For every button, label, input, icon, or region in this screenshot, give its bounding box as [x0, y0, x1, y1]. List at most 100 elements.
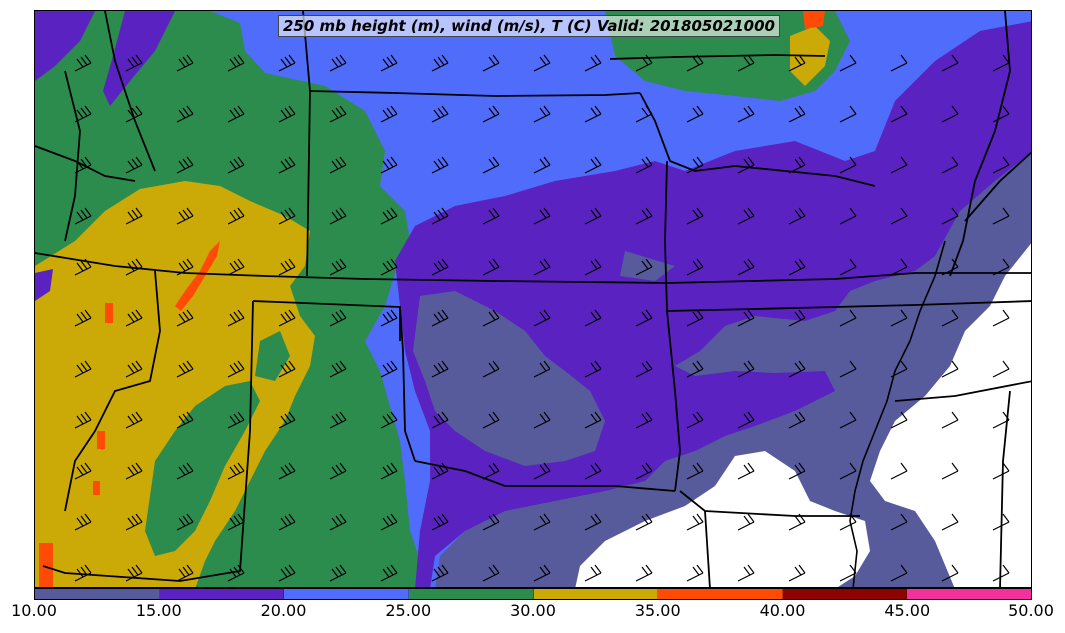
- wind-barb: [992, 54, 1010, 72]
- wind-barb: [788, 156, 806, 174]
- speed-band-below-10-southeast: [870, 243, 1031, 587]
- wind-barb: [788, 309, 806, 327]
- wind-barb: [125, 513, 143, 531]
- wind-barb: [227, 105, 245, 123]
- colorbar-tick-label: 25.00: [385, 601, 432, 620]
- wind-barb: [329, 564, 347, 582]
- wind-barb: [941, 564, 959, 582]
- wind-barb: [176, 360, 194, 378]
- wind-barb: [74, 54, 92, 72]
- wind-barb: [992, 513, 1010, 531]
- wind-barb: [584, 564, 602, 582]
- wind-barb: [635, 564, 653, 582]
- wind-barb: [839, 156, 857, 174]
- wind-barb: [125, 54, 143, 72]
- wind-barb: [788, 54, 806, 72]
- wind-barb: [890, 564, 908, 582]
- wind-barb: [176, 513, 194, 531]
- wind-barb: [992, 207, 1010, 225]
- wind-barb: [686, 411, 704, 429]
- wind-barb: [890, 513, 908, 531]
- wind-barb: [737, 309, 755, 327]
- wind-barb: [176, 105, 194, 123]
- wind-barb: [533, 411, 551, 429]
- wind-barb: [635, 462, 653, 480]
- wind-barb: [584, 411, 602, 429]
- wind-barb: [74, 564, 92, 582]
- wind-barb: [125, 462, 143, 480]
- wind-barb: [533, 258, 551, 276]
- wind-barb: [380, 156, 398, 174]
- wind-barb: [737, 411, 755, 429]
- wind-barb: [176, 564, 194, 582]
- wind-barb: [737, 54, 755, 72]
- wind-barb: [176, 258, 194, 276]
- wind-barb: [380, 462, 398, 480]
- speed-band-35-40-spot-1: [105, 303, 113, 323]
- wind-barb: [482, 258, 500, 276]
- wind-barb: [788, 564, 806, 582]
- wind-barb: [329, 360, 347, 378]
- colorbar-tick-label: 30.00: [510, 601, 556, 620]
- wind-barb: [941, 513, 959, 531]
- wind-barb: [329, 462, 347, 480]
- wind-barb: [125, 411, 143, 429]
- wind-barb: [737, 105, 755, 123]
- wind-barb: [635, 207, 653, 225]
- wind-barb: [788, 105, 806, 123]
- wind-barb: [788, 258, 806, 276]
- speed-band-15-20-west-sliver: [35, 269, 53, 301]
- colorbar-segment: [907, 589, 1031, 599]
- wind-barb: [737, 564, 755, 582]
- wind-barb: [992, 309, 1010, 327]
- colorbar-tick-labels: 10.00 15.00 20.00 25.00 30.00 35.00 40.00 45.00…: [0, 600, 1065, 624]
- wind-barb: [584, 258, 602, 276]
- colorbar-segment: [159, 589, 285, 599]
- wind-barb: [431, 258, 449, 276]
- wind-barb: [584, 360, 602, 378]
- wind-barb: [482, 156, 500, 174]
- wind-barb: [74, 156, 92, 174]
- wind-barb: [482, 513, 500, 531]
- wind-barb: [380, 105, 398, 123]
- colorbar-tick-label: 15.00: [135, 601, 182, 620]
- wind-barb: [635, 258, 653, 276]
- wind-barb: [635, 54, 653, 72]
- colorbar-tick-label: 10.00: [11, 601, 57, 620]
- wind-barb: [125, 207, 143, 225]
- wind-barb: [431, 207, 449, 225]
- wind-barb: [584, 156, 602, 174]
- wind-barb: [635, 411, 653, 429]
- wind-barb: [941, 360, 959, 378]
- wind-barb: [74, 360, 92, 378]
- wind-barb: [788, 513, 806, 531]
- wind-barbs: [74, 54, 1010, 582]
- wind-barb: [227, 156, 245, 174]
- wind-barb: [584, 462, 602, 480]
- wind-barb: [941, 105, 959, 123]
- wind-barb: [737, 258, 755, 276]
- wind-speed-colorbar: [34, 588, 1032, 600]
- wind-barb: [941, 411, 959, 429]
- wind-barb: [635, 513, 653, 531]
- wind-barb: [380, 564, 398, 582]
- wind-barb: [278, 360, 296, 378]
- colorbar-segment: [35, 589, 160, 599]
- wind-speed-map: [35, 11, 1031, 587]
- wind-barb: [278, 207, 296, 225]
- state-boundaries: [35, 11, 1031, 587]
- wind-barb: [890, 411, 908, 429]
- wind-barb: [533, 105, 551, 123]
- wind-barb: [380, 360, 398, 378]
- wind-barb: [278, 258, 296, 276]
- wind-barb: [278, 105, 296, 123]
- speed-band-35-40-streak-north: [175, 241, 220, 311]
- speed-band-35-40-spot-4: [93, 481, 100, 495]
- wind-barb: [533, 156, 551, 174]
- wind-barb: [533, 462, 551, 480]
- wind-barb: [992, 360, 1010, 378]
- wind-barb: [176, 411, 194, 429]
- wind-barb: [584, 207, 602, 225]
- wind-barb: [176, 207, 194, 225]
- wind-barb: [278, 564, 296, 582]
